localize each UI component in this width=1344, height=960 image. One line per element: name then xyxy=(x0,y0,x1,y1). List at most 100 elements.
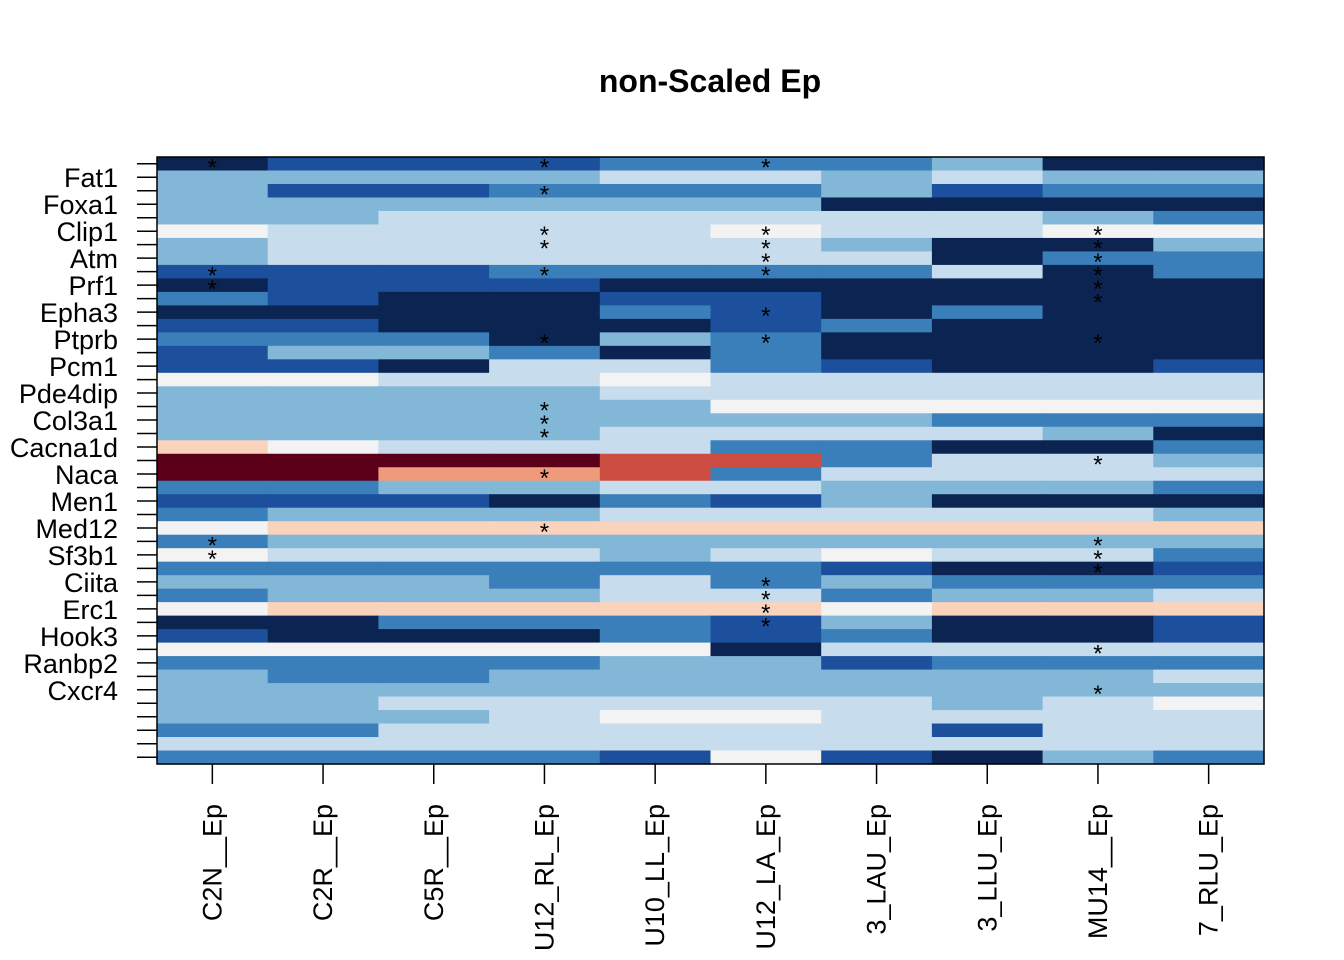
heatmap-cell xyxy=(931,710,1044,725)
heatmap-cell xyxy=(821,575,933,590)
heatmap-cell xyxy=(489,521,601,536)
significance-star: * xyxy=(540,330,549,357)
heatmap-cell xyxy=(710,696,822,711)
significance-star: * xyxy=(1093,263,1102,290)
heatmap-cell xyxy=(710,278,822,293)
heatmap-cell xyxy=(1153,642,1265,657)
heatmap-cell xyxy=(1153,237,1265,253)
heatmap-cell xyxy=(931,318,1044,333)
heatmap-cell xyxy=(1153,507,1265,522)
significance-star: * xyxy=(761,573,770,600)
significance-star: * xyxy=(208,546,217,573)
heatmap-cell xyxy=(1153,521,1265,536)
heatmap-cell xyxy=(599,426,712,441)
heatmap-cell xyxy=(489,157,601,172)
heatmap-cell xyxy=(489,588,601,603)
heatmap-cell xyxy=(710,669,822,684)
heatmap-cell xyxy=(489,561,601,576)
x-tick-label: C2N__Ep xyxy=(197,804,227,921)
heatmap-cell xyxy=(710,642,822,657)
heatmap-cell xyxy=(821,399,933,414)
heatmap-cell xyxy=(1042,426,1154,441)
heatmap-cell xyxy=(821,237,933,253)
heatmap-cell xyxy=(599,372,712,387)
heatmap-cell xyxy=(157,224,269,239)
significance-star: * xyxy=(761,222,770,249)
y-tick-label: Sf3b1 xyxy=(47,541,118,571)
heatmap-cell xyxy=(599,386,712,401)
heatmap-cell xyxy=(489,305,601,320)
heatmap-cell xyxy=(710,237,822,253)
y-tick-label: Epha3 xyxy=(40,298,118,328)
heatmap-cell xyxy=(599,656,712,671)
heatmap-cell xyxy=(267,453,379,468)
heatmap-cell xyxy=(378,669,490,684)
heatmap-cell xyxy=(1153,413,1265,428)
heatmap-cell xyxy=(1042,642,1154,657)
heatmap-cell xyxy=(1153,710,1265,725)
heatmap-cell xyxy=(378,399,490,414)
heatmap-cell xyxy=(821,264,933,279)
x-tick-label: 7_RLU_Ep xyxy=(1194,804,1224,936)
heatmap-cell xyxy=(489,480,601,495)
heatmap-cell xyxy=(931,170,1044,185)
heatmap-cell xyxy=(267,696,379,711)
heatmap-cell xyxy=(157,737,269,752)
heatmap-cell xyxy=(267,291,379,306)
heatmap-cell xyxy=(267,750,379,765)
heatmap-cell xyxy=(821,278,933,293)
plot-frame xyxy=(156,156,1265,765)
heatmap-cell xyxy=(378,750,490,765)
heatmap-cell xyxy=(710,453,822,468)
heatmap-cell xyxy=(267,723,379,738)
heatmap-cell xyxy=(378,305,490,320)
heatmap-cell xyxy=(1042,359,1154,374)
heatmap-cell xyxy=(267,413,379,428)
heatmap-cell xyxy=(489,183,601,199)
heatmap-cell xyxy=(1042,170,1154,185)
heatmap-cell xyxy=(1042,521,1154,536)
heatmap-cell xyxy=(157,345,269,360)
heatmap-cell xyxy=(710,305,822,320)
heatmap-cell xyxy=(489,237,601,253)
heatmap-cell xyxy=(157,602,269,617)
heatmap-cell xyxy=(931,386,1044,401)
heatmap-cell xyxy=(1042,696,1154,711)
heatmap-cell xyxy=(267,521,379,536)
heatmap-cell xyxy=(157,669,269,684)
heatmap-cell xyxy=(821,183,933,199)
heatmap-cell xyxy=(710,372,822,387)
heatmap-cell xyxy=(378,521,490,536)
heatmap-cell xyxy=(267,602,379,617)
heatmap-cell xyxy=(489,629,601,644)
heatmap-cell xyxy=(378,251,490,266)
heatmap-cell xyxy=(1153,453,1265,468)
heatmap-cell xyxy=(157,750,269,765)
heatmap-cell xyxy=(1042,278,1154,293)
significance-star: * xyxy=(540,519,549,546)
heatmap-cell xyxy=(157,588,269,603)
heatmap-cell xyxy=(489,264,601,279)
heatmap-cell xyxy=(710,507,822,522)
heatmap-cell xyxy=(710,480,822,495)
heatmap-cell xyxy=(599,453,712,468)
significance-star: * xyxy=(1093,546,1102,573)
heatmap-cell xyxy=(931,750,1044,765)
heatmap-cell xyxy=(931,157,1044,172)
heatmap-cell xyxy=(267,318,379,333)
heatmap-cell xyxy=(821,548,933,563)
heatmap-cell xyxy=(267,237,379,253)
heatmap-cell xyxy=(821,723,933,738)
heatmap-cell xyxy=(931,467,1044,482)
y-tick-label: Prf1 xyxy=(68,271,118,301)
heatmap-cell xyxy=(1042,683,1154,698)
significance-star: * xyxy=(540,425,549,452)
heatmap-cell xyxy=(1153,305,1265,320)
heatmap-cell xyxy=(821,656,933,671)
heatmap-cell xyxy=(710,170,822,185)
heatmap-cell xyxy=(710,426,822,441)
heatmap-cell xyxy=(931,224,1044,239)
heatmap-cell xyxy=(267,399,379,414)
heatmap-cell xyxy=(378,656,490,671)
heatmap-cell xyxy=(267,440,379,455)
